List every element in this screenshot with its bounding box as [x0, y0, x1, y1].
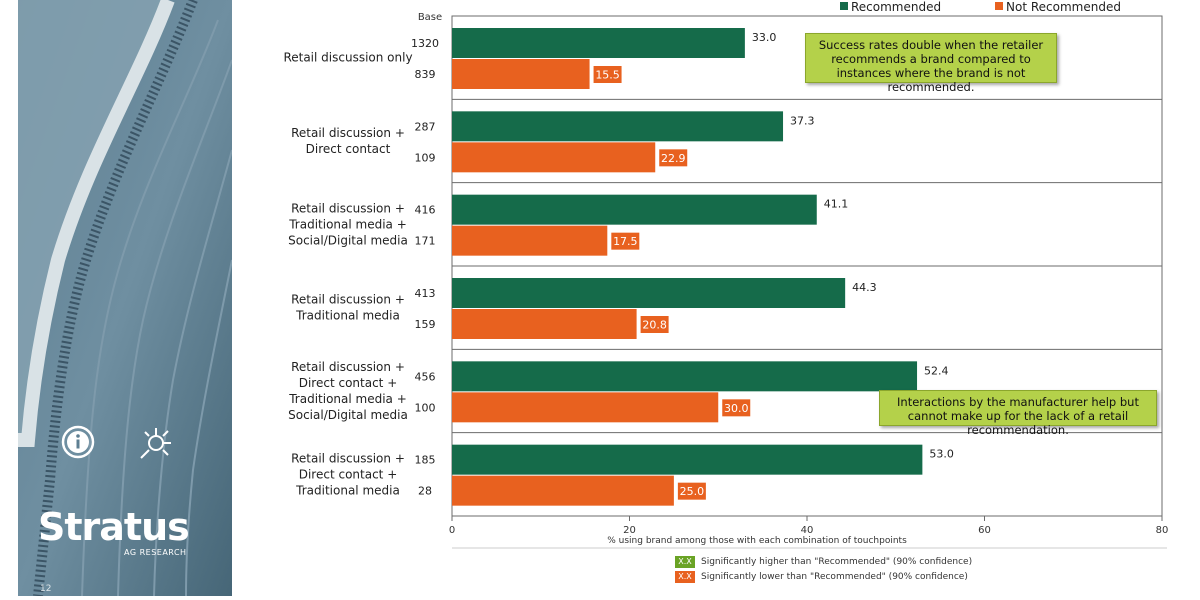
significance-swatch-lower: X.X [675, 571, 695, 583]
x-tick-label: 40 [801, 525, 814, 536]
significance-text-lower: Significantly lower than "Recommended" (… [701, 572, 968, 582]
base-value: 28 [418, 485, 432, 498]
data-label-box [640, 316, 669, 333]
base-value: 171 [415, 235, 436, 248]
bar-recommended [452, 278, 846, 308]
data-label: 17.5 [613, 235, 638, 248]
category-label: Retail discussion + [291, 201, 405, 215]
bar-not-recommended [452, 59, 590, 89]
category-label: Retail discussion + [291, 451, 405, 465]
data-label-box [611, 232, 640, 250]
base-value: 839 [415, 68, 436, 81]
base-value: 159 [415, 318, 436, 331]
bar-recommended [452, 194, 817, 225]
significance-swatch-higher: X.X [675, 556, 695, 568]
legend-label-0: Recommended [851, 0, 941, 14]
x-tick-label: 0 [449, 525, 455, 536]
legend-swatch-0 [840, 2, 848, 10]
base-header: Base [418, 12, 442, 23]
page-number: 12 [40, 584, 52, 594]
sidebar-photo [18, 0, 232, 596]
callout-retail-recommendation: Success rates double when the retailer r… [805, 33, 1057, 94]
base-value: 185 [415, 454, 436, 467]
legend-label-1: Not Recommended [1006, 0, 1121, 14]
data-label: 25.0 [680, 485, 705, 498]
data-label: 44.3 [852, 281, 877, 294]
bar-recommended [452, 28, 745, 58]
category-label: Social/Digital media [288, 408, 408, 422]
bar-not-recommended [452, 309, 637, 339]
category-label: Retail discussion only [283, 51, 412, 65]
data-label: 41.1 [824, 198, 849, 211]
data-label-box [659, 149, 688, 167]
data-label-box [722, 399, 751, 417]
x-tick-label: 60 [978, 525, 991, 536]
bar-recommended [452, 111, 784, 142]
category-label: Traditional media [295, 309, 400, 323]
bar-recommended [452, 444, 923, 475]
data-label: 20.8 [642, 319, 667, 332]
category-label: Traditional media + [288, 217, 407, 231]
data-label: 37.3 [790, 114, 815, 127]
significance-legend-lower: X.X Significantly lower than "Recommende… [675, 571, 968, 583]
sidebar-panel: Stratus AG RESEARCH 12 [18, 0, 232, 596]
data-label: 15.5 [595, 69, 620, 82]
network-icon[interactable] [140, 428, 171, 459]
bar-not-recommended [452, 142, 656, 173]
brand-logo: Stratus [38, 505, 190, 549]
base-value: 1320 [411, 37, 439, 50]
base-value: 287 [415, 120, 436, 133]
callout-manufacturer-interactions: Interactions by the manufacturer help bu… [879, 390, 1157, 437]
base-value: 413 [415, 287, 436, 300]
bar-recommended [452, 361, 918, 392]
significance-legend-higher: X.X Significantly higher than "Recommend… [675, 556, 972, 568]
bar-not-recommended [452, 392, 719, 423]
base-value: 109 [415, 151, 436, 164]
bar-not-recommended [452, 225, 608, 256]
base-value: 456 [415, 370, 436, 383]
base-value: 100 [415, 401, 436, 414]
data-label-box [593, 66, 622, 83]
category-label: Traditional media [295, 483, 400, 497]
category-label: Direct contact + [299, 376, 398, 390]
x-axis-label: % using brand among those with each comb… [607, 536, 907, 546]
category-label: Direct contact [306, 142, 391, 156]
significance-text-higher: Significantly higher than "Recommended" … [701, 557, 973, 567]
x-tick-label: 80 [1156, 525, 1169, 536]
category-label: Retail discussion + [291, 293, 405, 307]
data-label: 52.4 [924, 364, 949, 377]
x-tick-label: 20 [623, 525, 636, 536]
category-label: Retail discussion + [291, 126, 405, 140]
legend-swatch-1 [995, 2, 1003, 10]
category-label: Traditional media + [288, 392, 407, 406]
category-label: Direct contact + [299, 467, 398, 481]
base-value: 416 [415, 204, 436, 217]
data-label: 33.0 [752, 31, 777, 44]
brand-subtitle: AG RESEARCH [124, 548, 187, 557]
info-icon[interactable] [61, 425, 95, 459]
category-label: Social/Digital media [288, 233, 408, 247]
bar-not-recommended [452, 475, 674, 506]
data-label: 30.0 [724, 402, 749, 415]
data-label: 53.0 [929, 448, 954, 461]
data-label-box [677, 482, 706, 500]
data-label: 22.9 [661, 152, 686, 165]
category-label: Retail discussion + [291, 360, 405, 374]
